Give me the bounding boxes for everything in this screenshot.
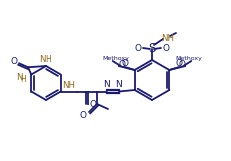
Text: NH: NH: [62, 80, 75, 90]
Text: H: H: [46, 55, 51, 63]
Text: O: O: [162, 43, 170, 52]
Text: O: O: [119, 60, 126, 69]
Text: O: O: [121, 58, 128, 67]
Text: Methoxy: Methoxy: [175, 56, 202, 61]
Text: O: O: [134, 43, 142, 52]
Text: Methoxy: Methoxy: [102, 56, 129, 61]
Text: O: O: [89, 100, 97, 109]
Text: O: O: [176, 58, 183, 67]
Text: N: N: [16, 73, 23, 82]
Text: N: N: [116, 80, 122, 89]
Text: N: N: [104, 80, 110, 89]
Text: N: N: [39, 55, 45, 63]
Text: NH: NH: [161, 33, 174, 43]
Text: S: S: [148, 42, 156, 55]
Text: O: O: [178, 60, 185, 69]
Text: H: H: [20, 75, 26, 84]
Text: O: O: [80, 111, 87, 120]
Text: O: O: [10, 57, 18, 66]
